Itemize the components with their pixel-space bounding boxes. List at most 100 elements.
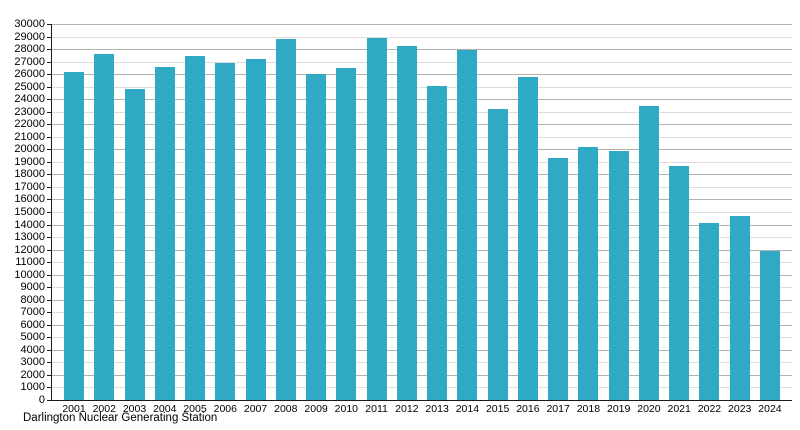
x-axis-label-2004: 2004 [153,403,177,415]
y-axis-label-6000: 6000 [20,318,45,331]
gridline-28000 [52,49,792,51]
y-tick-8000 [47,299,52,301]
chart-bar-2008 [275,39,296,400]
chart-bar-2006 [215,63,236,400]
y-axis-label-18000: 18000 [14,168,45,181]
chart-bar-2005 [185,55,206,400]
gridline-17000 [52,186,792,188]
chart-bar-2011 [366,37,387,400]
y-axis-label-12000: 12000 [14,243,45,256]
gridline-6000 [52,324,792,326]
y-axis-label-8000: 8000 [20,293,45,306]
y-axis-label-20000: 20000 [14,143,45,156]
x-axis-label-2018: 2018 [576,403,601,415]
y-axis-label-3000: 3000 [20,356,45,369]
y-axis-label-2000: 2000 [20,368,45,381]
gridline-13000 [52,237,792,239]
gridline-24000 [52,99,792,101]
y-tick-12000 [47,249,52,251]
y-axis-label-13000: 13000 [14,231,45,244]
x-axis-label-2010: 2010 [334,403,358,415]
gridline-7000 [52,312,792,314]
y-axis-label-22000: 22000 [14,118,45,131]
gridline-2000 [52,374,792,376]
y-tick-18000 [47,174,52,176]
y-axis-label-16000: 16000 [14,193,45,206]
gridline-23000 [52,111,792,113]
y-tick-16000 [47,199,52,201]
y-tick-26000 [47,74,52,76]
y-tick-25000 [47,86,52,88]
y-tick-28000 [47,49,52,51]
x-axis-label-2012: 2012 [395,403,419,415]
x-axis-label-2014: 2014 [455,403,480,415]
chart-caption: Darlington Nuclear Generating Station [23,412,218,424]
y-tick-6000 [47,324,52,326]
chart-bar-2022 [699,223,720,400]
gridline-5000 [52,337,792,339]
x-axis-label-2006: 2006 [213,403,237,415]
y-axis-label-30000: 30000 [14,18,45,30]
gridline-21000 [52,136,792,138]
y-axis-label-17000: 17000 [14,180,45,193]
gridline-12000 [52,249,792,251]
y-tick-2000 [47,374,52,376]
y-tick-14000 [47,224,52,226]
y-tick-7000 [47,312,52,314]
y-tick-3000 [47,362,52,364]
y-tick-10000 [47,274,52,276]
y-tick-0 [47,400,52,401]
y-tick-24000 [47,99,52,101]
chart-bar-2018 [578,146,599,400]
y-tick-11000 [47,262,52,264]
y-tick-21000 [47,136,52,138]
y-axis-label-11000: 11000 [15,256,45,269]
y-tick-13000 [47,237,52,239]
chart-bar-2019 [608,150,629,400]
chart-bar-2017 [548,158,569,400]
y-axis-label-29000: 29000 [14,30,45,43]
x-axis-label-2021: 2021 [667,403,691,415]
gridline-3000 [52,362,792,364]
x-axis-label-2024: 2024 [758,403,782,415]
x-axis-label-2023: 2023 [728,403,752,415]
x-axis-label-2009: 2009 [304,403,328,415]
y-axis-line [51,24,52,401]
chart-bar-2023 [729,215,750,400]
x-axis-label-2013: 2013 [425,403,449,415]
y-axis-label-10000: 10000 [14,268,45,281]
gridline-27000 [52,61,792,63]
x-axis-label-2020: 2020 [637,403,661,415]
y-tick-22000 [47,124,52,126]
y-axis-label-5000: 5000 [20,331,45,344]
x-axis-label-2016: 2016 [516,403,540,415]
y-axis-label-23000: 23000 [14,105,45,118]
chart-bar-2002 [94,54,115,400]
gridline-25000 [52,86,792,88]
x-axis-label-2011: 2011 [365,403,388,415]
y-axis-label-19000: 19000 [14,155,45,168]
x-axis-label-2008: 2008 [274,403,298,415]
y-axis-label-1000: 1000 [20,381,45,394]
gridline-11000 [52,262,792,264]
y-tick-20000 [47,149,52,151]
gridline-22000 [52,124,792,126]
y-axis-label-21000: 21000 [14,130,45,143]
chart-bar-2014 [457,50,478,400]
gridline-8000 [52,299,792,301]
gridline-16000 [52,199,792,201]
y-axis-label-28000: 28000 [14,43,45,56]
gridline-10000 [52,274,792,276]
chart-bar-2013 [427,86,448,400]
y-axis-label-14000: 14000 [14,218,45,231]
gridline-1000 [52,387,792,389]
y-tick-1000 [47,387,52,389]
chart-bar-2009 [306,74,327,400]
y-tick-9000 [47,287,52,289]
y-tick-4000 [47,349,52,351]
x-axis-label-2015: 2015 [485,403,510,415]
chart-bar-2007 [245,59,266,400]
y-axis-label-15000: 15000 [14,206,45,218]
gridline-26000 [52,74,792,76]
chart-bar-2003 [124,88,145,400]
